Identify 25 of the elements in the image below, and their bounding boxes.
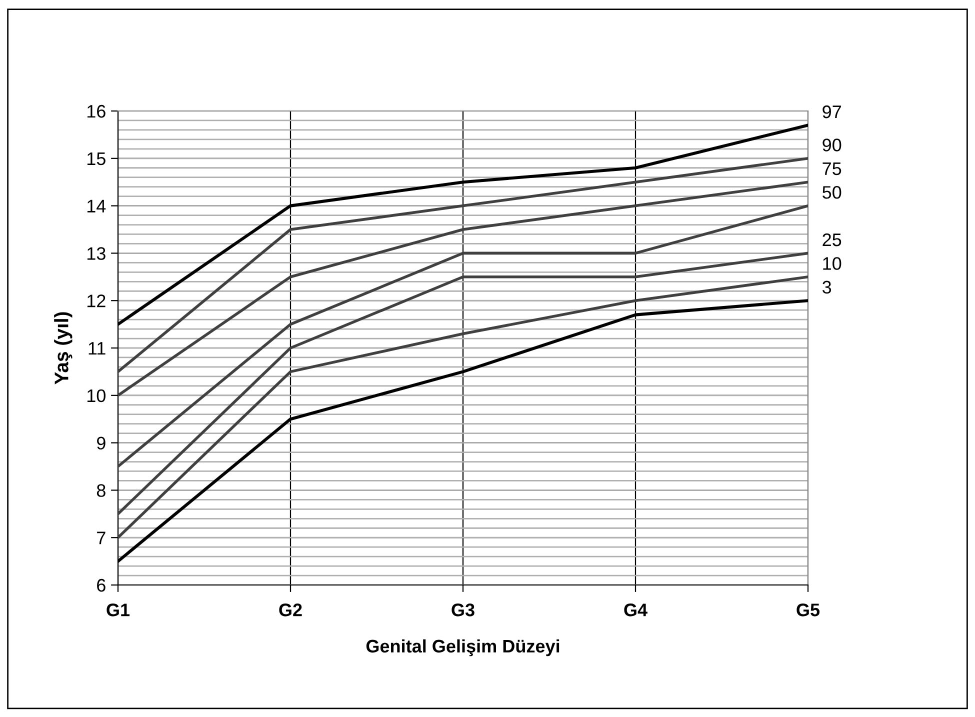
- series-label: 25: [822, 233, 842, 246]
- x-tick-label: G3: [452, 604, 474, 616]
- x-tick-label: G1: [106, 604, 130, 616]
- y-tick-label: 11: [88, 342, 106, 355]
- y-tick-label: 16: [87, 104, 106, 118]
- series-label: 3: [822, 280, 832, 294]
- x-tick-label: G4: [624, 604, 648, 616]
- y-tick-label: 8: [96, 484, 106, 497]
- y-tick-label: 6: [97, 578, 106, 592]
- series-label: 75: [822, 162, 842, 176]
- y-tick-label: 13: [87, 247, 106, 260]
- series-label: 50: [822, 186, 842, 199]
- x-axis-title: Genital Gelişim Düzeyi: [366, 639, 560, 656]
- y-axis-title: Yaş (yıl): [54, 312, 72, 384]
- y-tick-label: 15: [87, 152, 106, 166]
- y-tick-label: 12: [87, 294, 106, 308]
- x-tick-label: G5: [796, 604, 820, 616]
- y-tick-label: 14: [87, 200, 106, 212]
- y-tick-label: 9: [97, 436, 106, 450]
- series-label: 90: [822, 138, 842, 152]
- x-tick-label: G2: [279, 604, 302, 616]
- y-tick-label: 7: [97, 532, 106, 544]
- y-tick-label: 10: [87, 389, 106, 402]
- series-label: 10: [823, 257, 842, 270]
- series-label: 97: [822, 105, 841, 118]
